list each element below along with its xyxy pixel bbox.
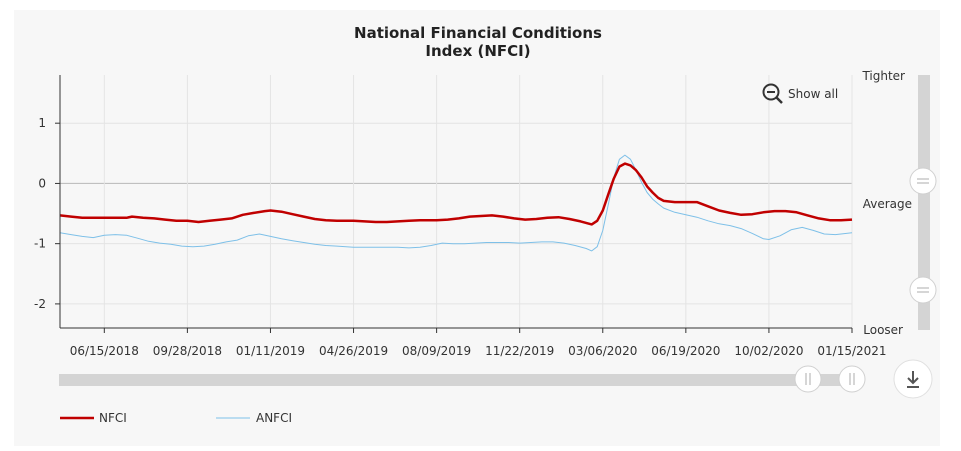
series-line-nfci <box>59 162 853 226</box>
x-tick-label: 06/15/2018 <box>70 344 139 358</box>
horizontal-handle-left[interactable] <box>794 365 822 393</box>
horizontal-range-track[interactable] <box>59 374 852 386</box>
x-tick-label: 04/26/2019 <box>319 344 388 358</box>
x-tick-label: 08/09/2019 <box>402 344 471 358</box>
y-tick-label: 0 <box>38 176 46 190</box>
x-tick-label: 09/28/2018 <box>153 344 222 358</box>
show-all-button[interactable]: Show all <box>762 83 839 104</box>
x-tick-label: 01/15/2021 <box>817 344 886 358</box>
legend-label-anfci: ANFCI <box>256 411 292 425</box>
y-tick-label: -1 <box>34 237 46 251</box>
x-tick-label: 03/06/2020 <box>568 344 637 358</box>
grid <box>60 75 853 328</box>
vertical-handle-top[interactable] <box>909 167 937 195</box>
y-tick-label: -2 <box>34 297 46 311</box>
horizontal-handle-right[interactable] <box>838 365 866 393</box>
legend-item-anfci[interactable]: ANFCI <box>216 411 292 425</box>
axes: 1 0 -1 -2 06/15/2018 09/28/2018 01/11/2019 04/2… <box>34 75 887 358</box>
legend: NFCI ANFCI <box>60 411 292 425</box>
zoom-out-icon <box>762 83 783 104</box>
vertical-handle-bottom[interactable] <box>909 276 937 304</box>
download-icon <box>907 371 919 388</box>
chart-panel <box>14 10 940 446</box>
chart-subtitle: Index (NFCI) <box>425 42 530 60</box>
vertical-range-track[interactable] <box>918 75 930 330</box>
x-tick-label: 01/11/2019 <box>236 344 305 358</box>
y-tick-label: 1 <box>38 116 46 130</box>
series-line-anfci <box>59 154 853 252</box>
download-button[interactable] <box>893 359 933 399</box>
x-tick-label: 11/22/2019 <box>485 344 554 358</box>
show-all-label: Show all <box>788 87 838 101</box>
tighter-label: Tighter <box>861 69 905 83</box>
chart-title: National Financial Conditions <box>354 24 602 42</box>
legend-label-nfci: NFCI <box>99 411 127 425</box>
series-layer <box>59 154 853 252</box>
looser-label: Looser <box>863 323 903 337</box>
average-label: Average <box>863 197 912 211</box>
x-tick-label: 10/02/2020 <box>734 344 803 358</box>
x-tick-label: 06/19/2020 <box>651 344 720 358</box>
legend-item-nfci[interactable]: NFCI <box>60 411 127 425</box>
